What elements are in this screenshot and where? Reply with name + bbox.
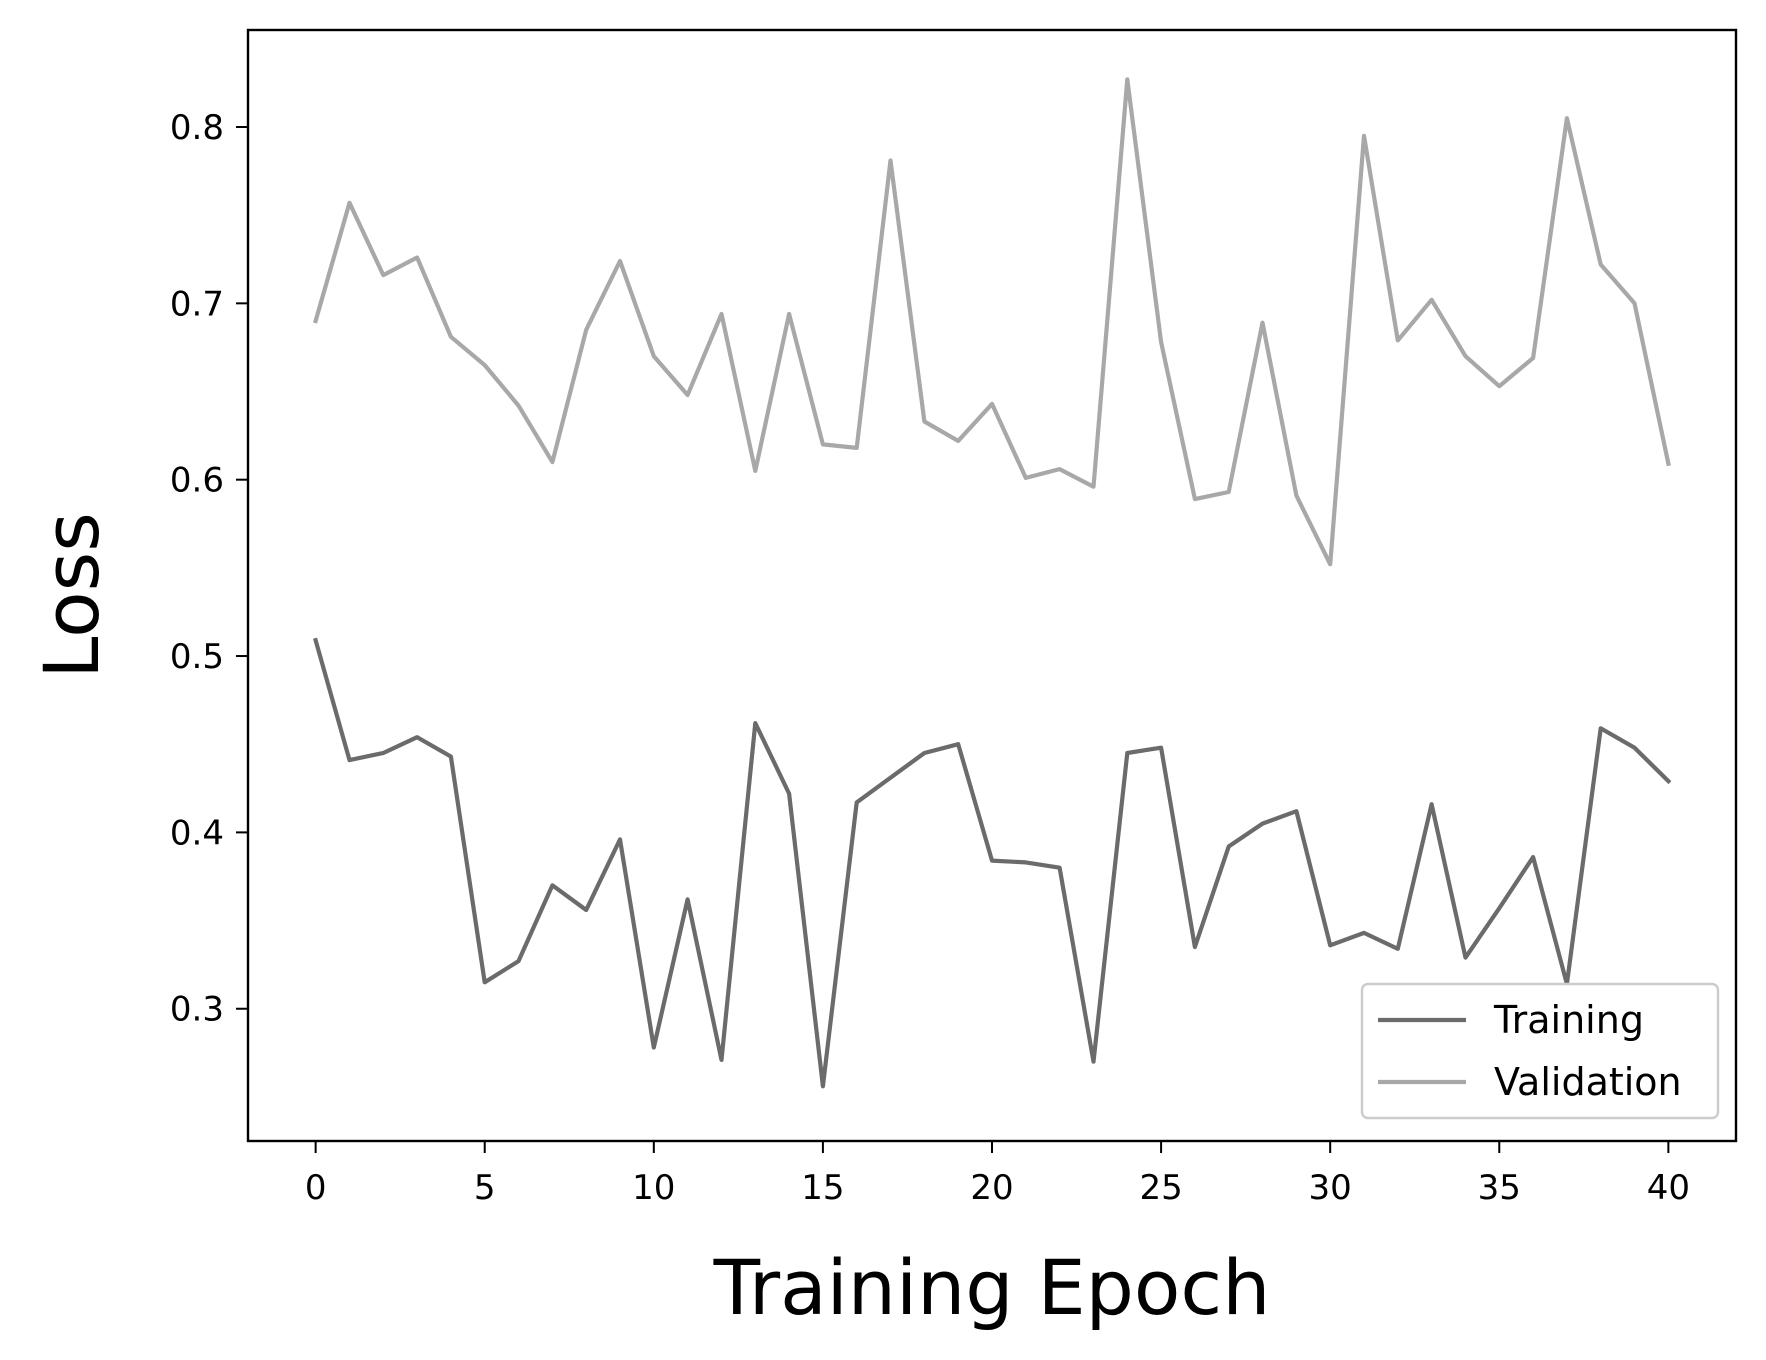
y-tick-label: 0.6 [170,461,224,501]
x-axis-title: Training Epoch [713,1243,1271,1332]
x-tick-label: 0 [305,1168,327,1208]
plot-frame [246,28,1738,1143]
y-tick-label: 0.7 [170,284,224,324]
y-tick-label: 0.4 [170,813,224,853]
x-tick-label: 10 [632,1168,675,1208]
legend-box [1360,982,1720,1120]
x-tick-label: 20 [970,1168,1013,1208]
y-tick-label: 0.3 [170,990,224,1030]
y-axis: 0.3 0.4 0.5 0.6 0.7 0.8 [170,108,248,1030]
x-tick-label: 25 [1139,1168,1182,1208]
y-tick-label: 0.8 [170,108,224,148]
x-tick-label: 35 [1478,1168,1521,1208]
x-tick-label: 15 [801,1168,844,1208]
series-line-validation [313,77,1671,567]
legend: Training Validation [1360,982,1720,1120]
y-axis-title: Loss [27,512,116,679]
plot-layer [313,77,1672,1089]
y-tick-label: 0.5 [170,637,224,677]
legend-label-validation: Validation [1494,1060,1682,1104]
x-axis: 0 5 10 15 20 25 30 35 40 [305,1141,1690,1208]
legend-label-training: Training [1493,998,1644,1042]
x-tick-label: 40 [1647,1168,1690,1208]
x-tick-label: 5 [474,1168,496,1208]
series-line-training [313,637,1672,1089]
x-tick-label: 30 [1309,1168,1352,1208]
